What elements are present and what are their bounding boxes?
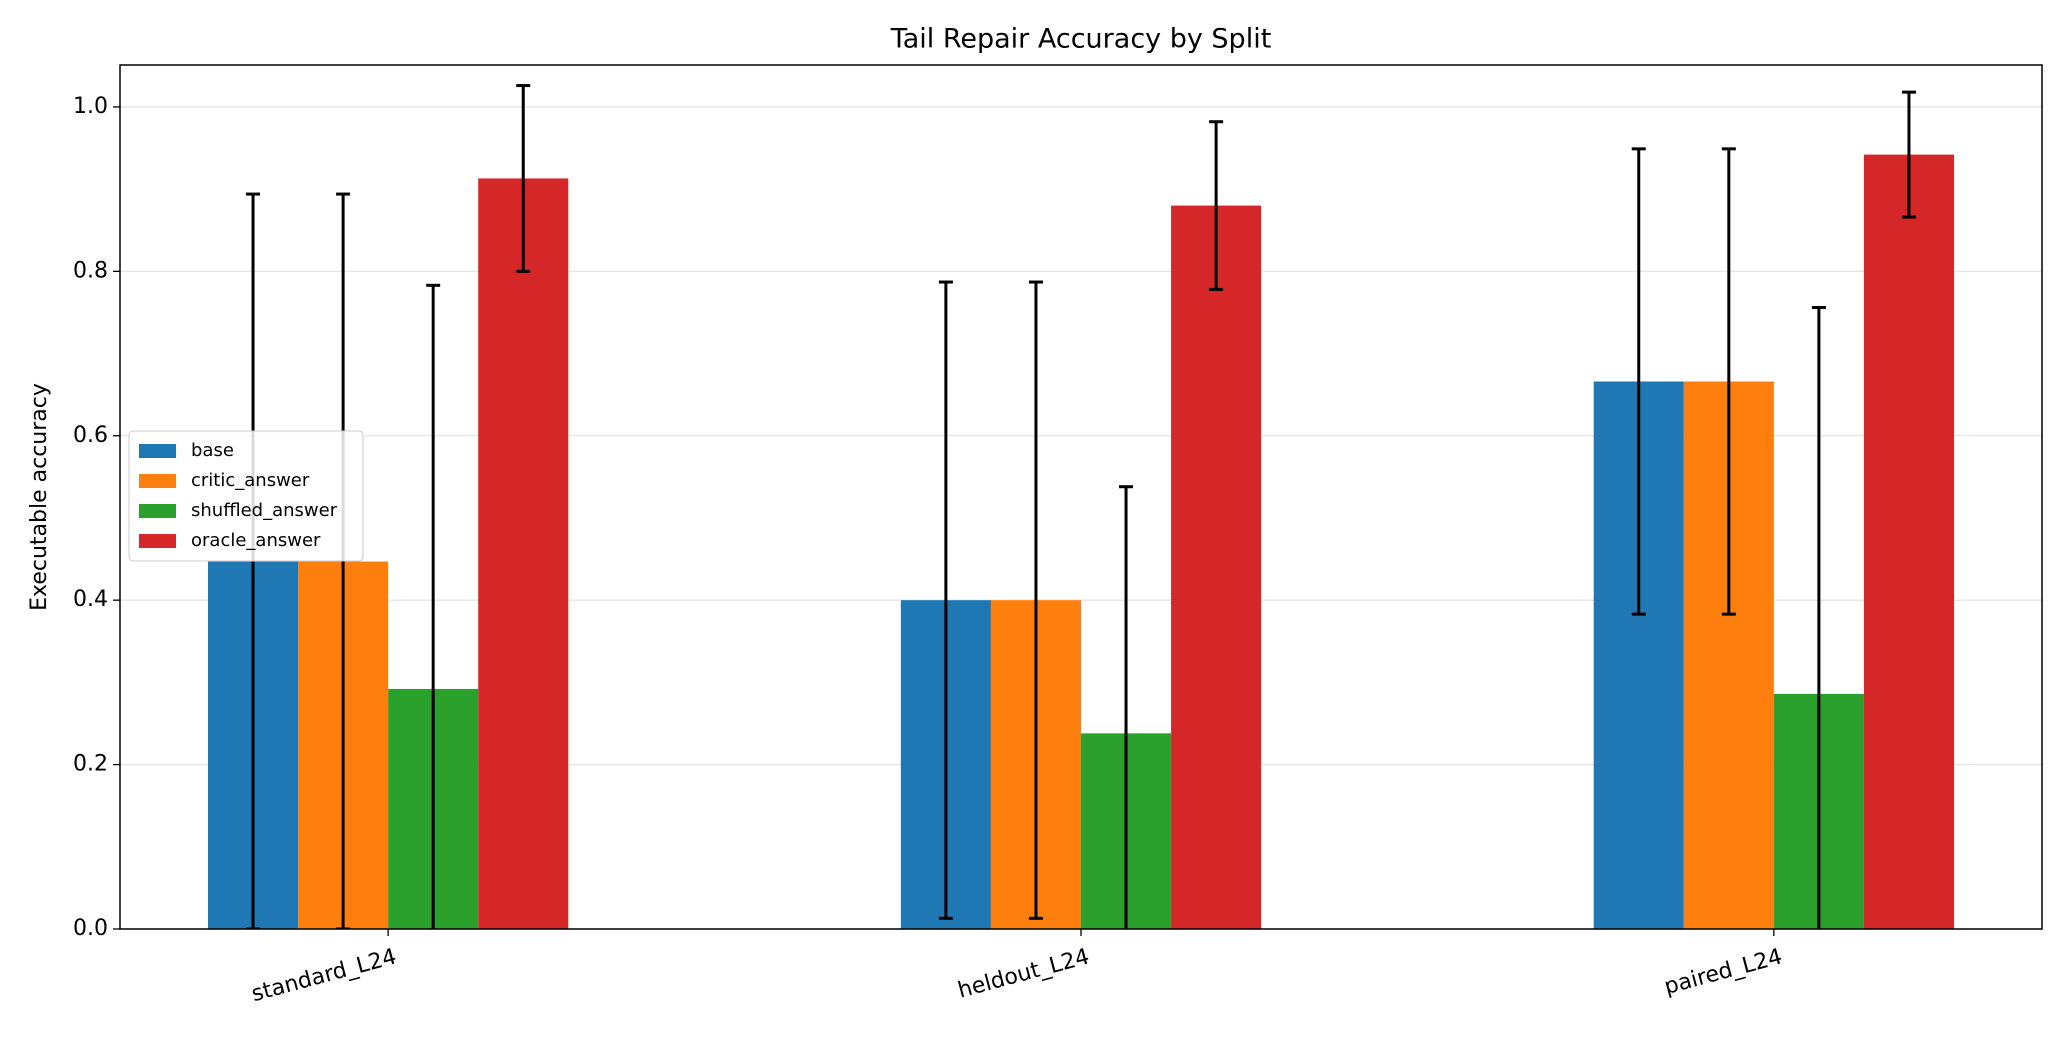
bar	[478, 178, 569, 929]
legend-swatch	[139, 534, 176, 548]
error-bar	[1901, 90, 1916, 219]
legend-swatch	[139, 444, 176, 458]
error-bar	[516, 84, 531, 273]
chart-title: Tail Repair Accuracy by Split	[890, 24, 1272, 55]
error-bar	[1811, 306, 1826, 929]
error-bar	[1119, 485, 1134, 929]
error-bar	[938, 280, 953, 920]
legend-label: critic_answer	[191, 470, 310, 491]
legend-frame	[128, 430, 364, 562]
bar	[1171, 205, 1262, 929]
y-tick-label: 0.0	[73, 916, 108, 941]
error-bar	[426, 283, 441, 929]
y-tick-label: 1.0	[73, 94, 108, 119]
legend-swatch	[139, 474, 176, 488]
legend-label: base	[191, 440, 234, 461]
y-tick-label: 0.2	[73, 752, 108, 777]
legend-label: oracle_answer	[191, 530, 321, 551]
error-bar	[336, 192, 351, 929]
legend-label: shuffled_answer	[191, 500, 338, 521]
legend-swatch	[139, 504, 176, 518]
error-bar	[1209, 120, 1224, 291]
y-tick-label: 0.8	[73, 258, 108, 283]
error-bar	[1028, 280, 1043, 920]
bar	[1863, 154, 1955, 929]
y-tick-label: 0.6	[73, 423, 108, 448]
error-bar	[246, 192, 261, 929]
error-bar	[1721, 147, 1736, 616]
y-tick-label: 0.4	[73, 587, 108, 612]
y-axis-label: Executable accuracy	[27, 383, 52, 611]
error-bar	[1631, 147, 1646, 616]
legend: base critic_answer shuffled_answer oracle_a…	[128, 430, 364, 562]
